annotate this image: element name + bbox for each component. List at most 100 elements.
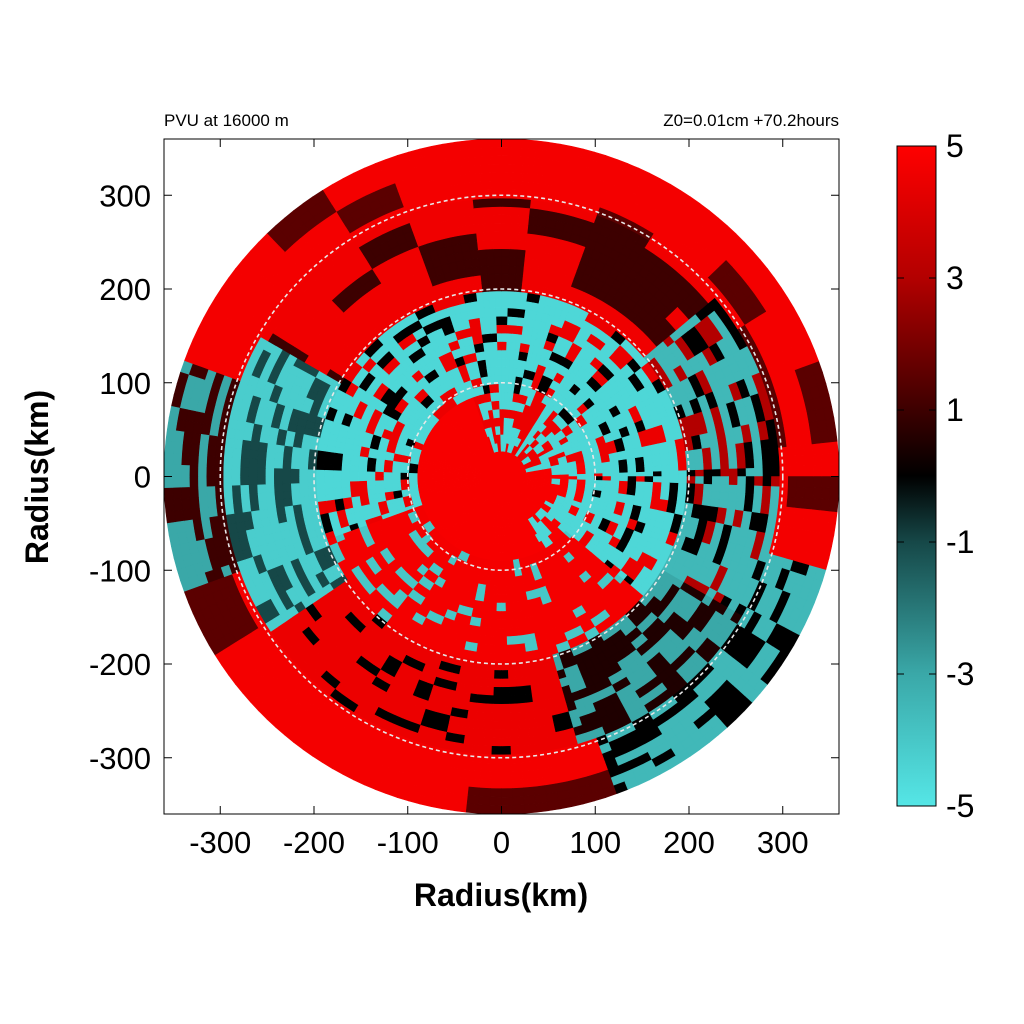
heatmap-cell xyxy=(349,470,359,477)
heatmap-cell xyxy=(661,476,671,483)
heatmap-cell xyxy=(508,256,518,267)
heatmap-cell xyxy=(501,644,509,655)
heatmap-cell xyxy=(391,472,401,477)
heatmap-cell xyxy=(710,445,721,455)
heatmap-cell xyxy=(719,483,730,493)
heatmap-cell xyxy=(273,452,284,462)
heatmap-cell xyxy=(710,498,721,508)
heatmap-cell xyxy=(290,476,300,485)
heatmap-cell xyxy=(374,467,385,473)
heatmap-cell xyxy=(485,686,495,697)
heatmap-cell xyxy=(469,693,479,704)
heatmap-cell xyxy=(610,472,620,477)
heatmap-cell xyxy=(520,283,529,294)
heatmap-cell xyxy=(470,685,480,696)
heatmap-cell xyxy=(703,468,713,477)
heatmap-cell xyxy=(374,476,384,482)
heatmap-cell xyxy=(501,349,507,359)
heatmap-cell xyxy=(341,459,351,467)
heatmap-cell xyxy=(694,489,704,499)
heatmap-cell xyxy=(509,240,519,250)
heatmap-cell xyxy=(494,670,502,680)
heatmap-cell xyxy=(298,469,308,477)
heatmap-cell xyxy=(323,476,334,484)
heatmap-cell xyxy=(332,464,342,472)
heatmap-cell xyxy=(315,456,326,465)
heatmap-cell xyxy=(501,577,506,587)
heatmap-cell xyxy=(719,460,730,470)
heatmap-cell xyxy=(530,258,540,270)
heatmap-cell xyxy=(501,670,509,680)
heatmap-cell xyxy=(408,472,418,477)
heatmap-cell xyxy=(513,290,522,301)
heatmap-cell xyxy=(504,366,510,376)
heatmap-cell xyxy=(477,248,487,259)
heatmap-cell xyxy=(543,476,553,479)
heatmap-cell xyxy=(728,467,739,477)
heatmap-cell xyxy=(668,493,679,502)
heatmap-cell xyxy=(273,468,283,477)
heatmap-cell xyxy=(358,461,368,468)
heatmap-cell xyxy=(265,451,276,461)
heatmap-cell xyxy=(340,464,351,472)
heatmap-cell xyxy=(506,619,513,629)
heatmap-cell xyxy=(340,470,351,477)
heatmap-cell xyxy=(508,678,517,688)
heatmap-cell xyxy=(383,472,393,477)
chart-title-left: PVU at 16000 m xyxy=(164,111,289,130)
heatmap-cell xyxy=(469,249,479,260)
heatmap-cell xyxy=(487,273,496,284)
heatmap-cell xyxy=(514,282,523,293)
heatmap-cell xyxy=(517,308,526,319)
heatmap-cell xyxy=(501,324,508,334)
heatmap-cell xyxy=(507,299,515,309)
heatmap-cell xyxy=(610,479,620,486)
heatmap-cell xyxy=(468,701,479,712)
heatmap-cell xyxy=(488,290,496,301)
heatmap-cell xyxy=(677,488,688,497)
heatmap-cell xyxy=(505,341,512,351)
heatmap-cell xyxy=(357,476,367,482)
heatmap-cell xyxy=(695,469,705,477)
heatmap-cell xyxy=(495,307,502,317)
heatmap-cell xyxy=(323,469,334,477)
heatmap-cell xyxy=(281,476,292,485)
heatmap-cell xyxy=(501,653,509,663)
heatmap-cell xyxy=(493,695,502,705)
heatmap-cell xyxy=(501,358,506,368)
heatmap-cell xyxy=(479,677,488,688)
heatmap-cell xyxy=(710,490,721,500)
heatmap-cell xyxy=(517,240,527,251)
heatmap-cell xyxy=(493,577,499,587)
heatmap-cell xyxy=(507,669,516,680)
heatmap-cell xyxy=(661,470,671,477)
heatmap-cell xyxy=(493,248,502,258)
heatmap-cell xyxy=(498,535,502,545)
heatmap-cell xyxy=(299,489,309,499)
heatmap-cell xyxy=(332,470,342,477)
heatmap-cell xyxy=(273,491,284,501)
heatmap-cell xyxy=(468,241,479,252)
heatmap-cell xyxy=(479,274,489,284)
heatmap-cell xyxy=(495,619,502,629)
heatmap-cell xyxy=(694,462,705,471)
heatmap-cell xyxy=(498,552,502,562)
heatmap-cell xyxy=(477,634,486,645)
heatmap-cell xyxy=(720,468,730,477)
heatmap-cell xyxy=(324,463,334,471)
heatmap-cell xyxy=(627,480,637,487)
heatmap-cell xyxy=(463,683,473,695)
heatmap-cell xyxy=(493,265,502,275)
heatmap-cell xyxy=(669,482,679,490)
heatmap-cell xyxy=(485,694,495,705)
heatmap-cell xyxy=(719,491,730,501)
heatmap-cell xyxy=(669,469,680,477)
heatmap-cell xyxy=(489,315,497,326)
heatmap-cell xyxy=(685,489,696,498)
heatmap-cell xyxy=(265,492,276,502)
heatmap-cell xyxy=(482,643,491,654)
heatmap-cell xyxy=(717,506,728,517)
heatmap-cell xyxy=(719,452,730,462)
heatmap-cell xyxy=(514,274,524,284)
heatmap-cell xyxy=(485,618,492,629)
